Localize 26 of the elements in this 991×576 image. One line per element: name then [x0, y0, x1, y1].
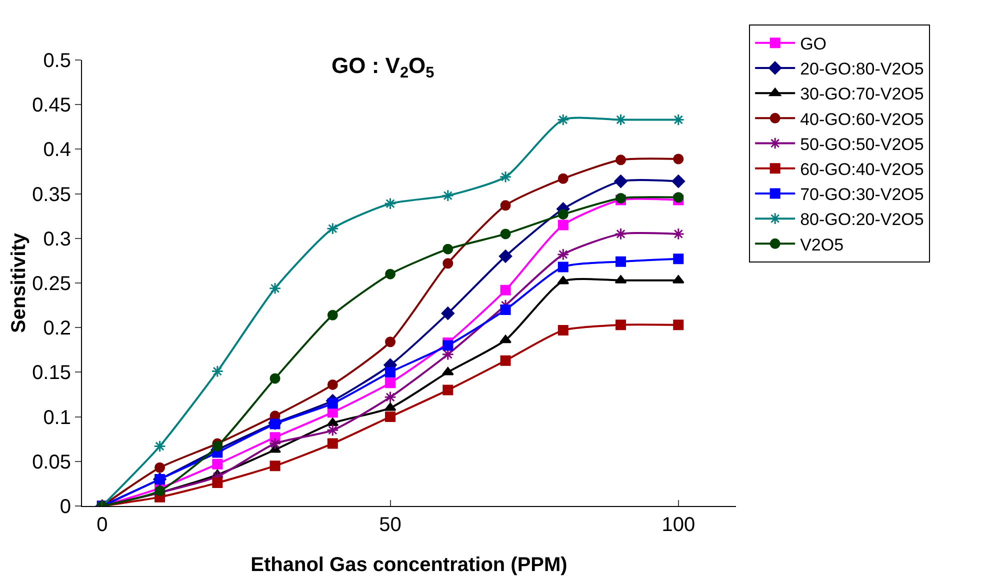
y-tick-label: 0.4	[43, 139, 71, 162]
y-tick-label: 0.3	[43, 228, 71, 250]
legend-label: 70-GO:30-V2O5	[800, 185, 924, 204]
legend-label: GO	[800, 34, 827, 54]
y-tick-label: 0.2	[43, 318, 71, 340]
y-axis-title: Sensitivity	[8, 232, 30, 334]
x-tick-label: 100	[662, 514, 696, 536]
y-tick-label: 0.5	[43, 50, 71, 72]
legend-label: 20-GO:80-V2O5	[800, 60, 924, 79]
y-tick-label: 0.1	[43, 406, 71, 429]
y-tick-label: 0.05	[32, 451, 71, 474]
legend-label: 40-GO:60-V2O5	[800, 110, 924, 129]
y-tick-label: 0.45	[32, 94, 71, 117]
x-axis-title: Ethanol Gas concentration (PPM)	[250, 554, 568, 576]
legend-label: 50-GO:50-V2O5	[800, 134, 924, 154]
y-tick-label: 0.35	[32, 184, 71, 206]
legend-label: 30-GO:70-V2O5	[800, 84, 924, 104]
y-tick-label: 0.15	[32, 362, 71, 384]
y-tick-label: 0	[60, 496, 71, 518]
chart-title: GO : V$_{2}$O$_{5}$	[331, 53, 435, 82]
legend-label: 80-GO:20-V2O5	[800, 210, 924, 230]
x-tick-label: 0	[96, 514, 108, 536]
legend-label: V2O5	[800, 235, 844, 254]
legend-label: 60-GO:40-V2O5	[800, 160, 924, 179]
x-tick-label: 50	[379, 514, 402, 536]
y-tick-label: 0.25	[32, 273, 71, 295]
